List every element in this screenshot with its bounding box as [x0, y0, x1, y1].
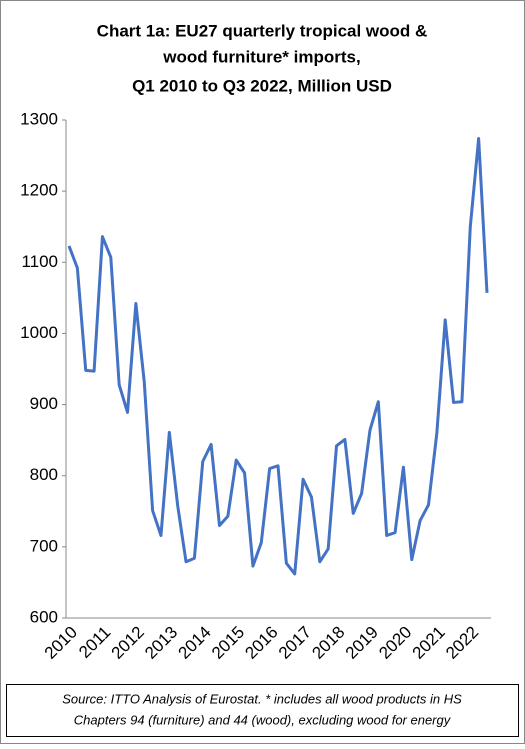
y-tick-label: 800: [30, 465, 58, 484]
y-tick-label: 600: [30, 607, 58, 626]
chart-title: Q1 2010 to Q3 2022, Million USD: [132, 76, 392, 95]
y-tick-label: 1200: [20, 181, 58, 200]
y-tick-label: 1100: [21, 252, 58, 271]
y-tick-label: 1000: [20, 323, 58, 342]
data-line: [67, 136, 489, 576]
chart-title: wood furniture* imports,: [162, 47, 360, 66]
source-box: [6, 684, 519, 737]
source-note: Chapters 94 (furniture) and 44 (wood), e…: [74, 712, 452, 727]
source-note: Source: ITTO Analysis of Eurostat. * inc…: [62, 691, 462, 706]
y-tick-label: 1300: [20, 109, 58, 128]
y-tick-label: 700: [30, 536, 58, 555]
y-tick-label: 900: [30, 394, 58, 413]
chart-title: Chart 1a: EU27 quarterly tropical wood &: [97, 21, 428, 40]
